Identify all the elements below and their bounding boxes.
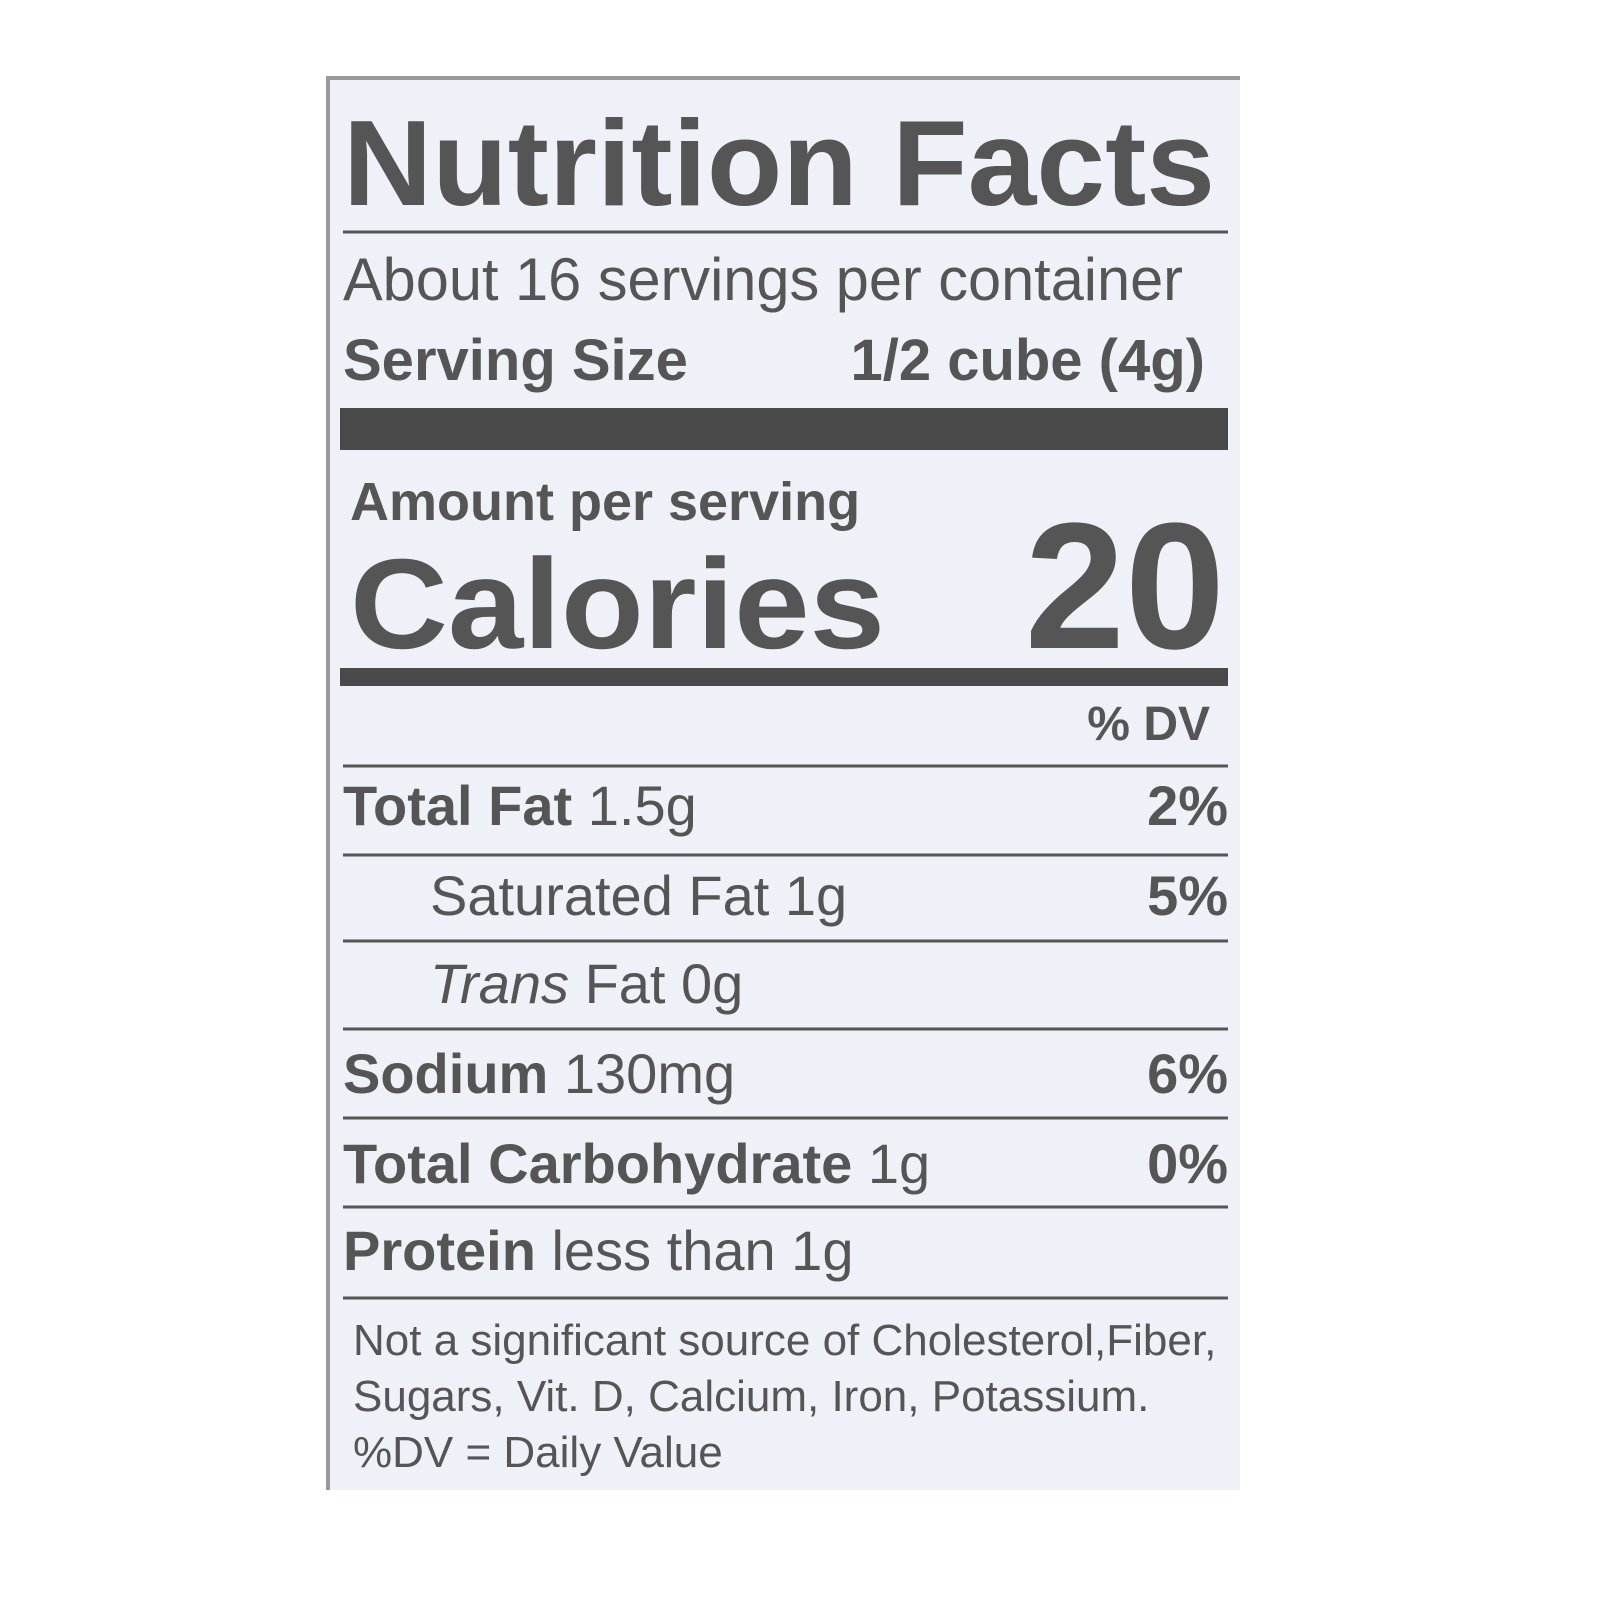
nutrient-amount: less than 1g	[551, 1219, 853, 1282]
dv-header: % DV	[1087, 698, 1210, 751]
title: Nutrition Facts	[343, 95, 1215, 231]
nutrient-amount: 130mg	[564, 1042, 735, 1105]
nutrient-row: Sodium 130mg	[343, 1042, 735, 1105]
footnote-line: Sugars, Vit. D, Calcium, Iron, Potassium…	[353, 1372, 1149, 1421]
calories-label: Calories	[350, 533, 885, 676]
label-panel	[326, 76, 1240, 1490]
nutrient-amount: 1.5g	[588, 774, 697, 837]
thick-bar	[340, 408, 1228, 450]
servings: About 16 servings per container	[343, 246, 1183, 313]
footnote: Not a significant source of Cholesterol,…	[353, 1316, 1216, 1477]
nutrient-amount: 1g	[868, 1132, 930, 1195]
nutrient-name: Protein	[343, 1219, 536, 1282]
footnote-line: Not a significant source of Cholesterol,…	[353, 1316, 1216, 1365]
nutrient-dv: 6%	[1147, 1042, 1228, 1105]
nutrient-name: Saturated Fat	[430, 864, 770, 927]
nutrient-row: Trans Fat 0g	[430, 952, 743, 1015]
nutrient-dv: 0%	[1147, 1132, 1228, 1195]
nutrient-row: Total Fat 1.5g	[343, 774, 697, 837]
nutrient-name: Trans	[430, 952, 569, 1015]
nutrient-rows: Total Fat 1.5g 2% Saturated Fat 1g 5% Trans …	[343, 774, 1228, 1300]
amount-per-serving: Amount per serving	[350, 472, 860, 532]
nutrient-row: Protein less than 1g	[343, 1219, 853, 1282]
serving-size-label: Serving Size	[343, 328, 688, 393]
nutrient-amount: 1g	[785, 864, 847, 927]
nutrient-amount: Fat 0g	[585, 952, 744, 1015]
nutrient-name: Total Fat	[343, 774, 572, 837]
nutrient-row: Saturated Fat 1g	[430, 864, 847, 927]
nutrient-name: Sodium	[343, 1042, 548, 1105]
serving-size-value: 1/2 cube (4g)	[850, 328, 1205, 393]
nutrient-dv: 2%	[1147, 774, 1228, 837]
calories-value: 20	[1025, 486, 1225, 687]
nutrient-dv: 5%	[1147, 864, 1228, 927]
medium-bar	[340, 668, 1228, 686]
footnote-line: %DV = Daily Value	[353, 1428, 723, 1477]
nutrient-row: Total Carbohydrate 1g	[343, 1132, 930, 1195]
nutrient-name: Total Carbohydrate	[343, 1132, 852, 1195]
